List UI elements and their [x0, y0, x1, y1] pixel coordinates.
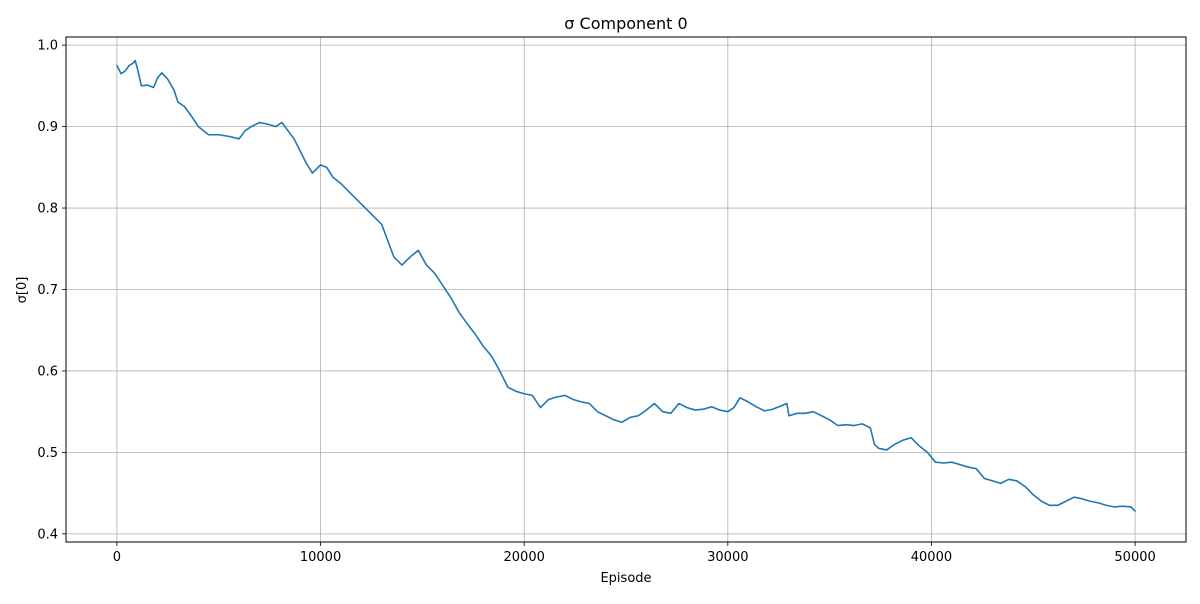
x-tick-label: 40000: [911, 550, 952, 565]
series-layer: [116, 59, 1136, 512]
y-tick-label: 0.9: [37, 120, 58, 135]
x-axis-label: Episode: [600, 571, 651, 586]
y-tick-label: 0.7: [37, 283, 58, 298]
y-tick-label: 0.4: [37, 527, 58, 542]
x-tick-label: 50000: [1114, 550, 1155, 565]
x-tick-label: 0: [113, 550, 121, 565]
x-tick-label: 30000: [707, 550, 748, 565]
y-axis-label: σ[0]: [15, 277, 30, 304]
y-tick-label: 0.5: [37, 446, 58, 461]
series-line: [116, 59, 1136, 512]
x-tick-label: 20000: [504, 550, 545, 565]
y-tick-label: 1.0: [37, 39, 58, 54]
y-ticks: 0.4 0.5 0.6 0.7 0.8 0.9 1.0: [37, 39, 66, 542]
chart-title: σ Component 0: [564, 14, 687, 33]
y-tick-label: 0.8: [37, 202, 58, 217]
y-tick-label: 0.6: [37, 364, 58, 379]
x-tick-label: 10000: [300, 550, 341, 565]
x-ticks: 0 10000 20000 30000 40000 50000: [113, 542, 1156, 565]
